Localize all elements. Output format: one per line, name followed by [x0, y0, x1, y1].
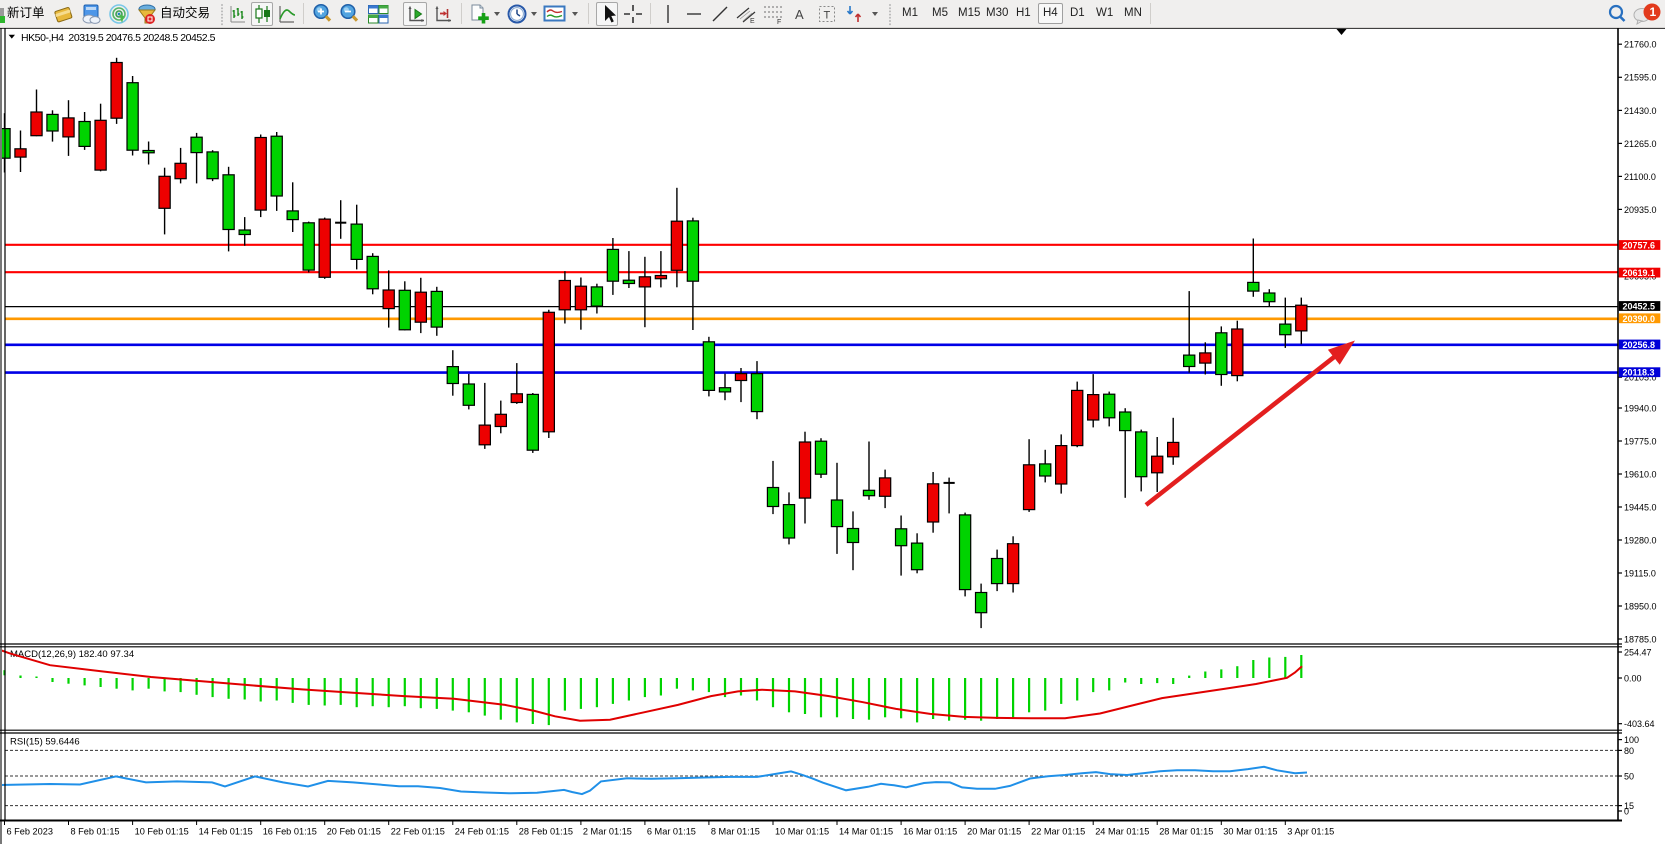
svg-text:21265.0: 21265.0: [1624, 139, 1657, 149]
svg-text:F: F: [777, 19, 781, 26]
svg-text:254.47: 254.47: [1624, 647, 1652, 657]
svg-text:8 Mar 01:15: 8 Mar 01:15: [711, 827, 760, 837]
svg-text:20619.1: 20619.1: [1623, 268, 1656, 278]
svg-text:19940.0: 19940.0: [1624, 403, 1657, 413]
svg-text:16 Feb 01:15: 16 Feb 01:15: [263, 827, 317, 837]
svg-text:20256.8: 20256.8: [1623, 340, 1656, 350]
svg-text:21760.0: 21760.0: [1624, 40, 1657, 50]
svg-text:19775.0: 19775.0: [1624, 436, 1657, 446]
svg-text:20 Mar 01:15: 20 Mar 01:15: [967, 827, 1021, 837]
svg-text:1: 1: [1650, 5, 1657, 19]
svg-text:A: A: [795, 7, 804, 22]
svg-text:0: 0: [1624, 806, 1629, 816]
svg-text:24 Feb 01:15: 24 Feb 01:15: [455, 827, 509, 837]
svg-text:21595.0: 21595.0: [1624, 73, 1657, 83]
svg-text:21430.0: 21430.0: [1624, 106, 1657, 116]
svg-text:80: 80: [1624, 746, 1634, 756]
svg-text:20390.0: 20390.0: [1623, 314, 1656, 324]
svg-text:20757.6: 20757.6: [1623, 241, 1656, 251]
svg-text:MACD(12,26,9) 182.40 97.34: MACD(12,26,9) 182.40 97.34: [10, 649, 134, 660]
svg-text:100: 100: [1624, 735, 1639, 745]
svg-text:T: T: [824, 10, 831, 22]
svg-text:20 Feb 01:15: 20 Feb 01:15: [327, 827, 381, 837]
svg-text:18785.0: 18785.0: [1624, 634, 1657, 644]
svg-text:-403.64: -403.64: [1624, 719, 1655, 729]
svg-text:22 Mar 01:15: 22 Mar 01:15: [1031, 827, 1085, 837]
svg-text:19115.0: 19115.0: [1624, 568, 1656, 578]
svg-text:E: E: [750, 18, 755, 25]
svg-text:15: 15: [1624, 801, 1634, 811]
svg-text:19610.0: 19610.0: [1624, 469, 1657, 479]
svg-text:0.00: 0.00: [1624, 673, 1642, 683]
svg-text:14 Mar 01:15: 14 Mar 01:15: [839, 827, 893, 837]
svg-text:20452.5: 20452.5: [1623, 302, 1656, 312]
svg-text:16 Mar 01:15: 16 Mar 01:15: [903, 827, 957, 837]
svg-text:6 Mar 01:15: 6 Mar 01:15: [647, 827, 696, 837]
svg-text:24 Mar 01:15: 24 Mar 01:15: [1095, 827, 1149, 837]
svg-text:14 Feb 01:15: 14 Feb 01:15: [199, 827, 253, 837]
svg-text:3 Apr 01:15: 3 Apr 01:15: [1287, 827, 1334, 837]
svg-text:50: 50: [1624, 771, 1634, 781]
svg-text:19445.0: 19445.0: [1624, 502, 1657, 512]
svg-text:28 Feb 01:15: 28 Feb 01:15: [519, 827, 573, 837]
svg-text:RSI(15) 59.6446: RSI(15) 59.6446: [10, 737, 80, 748]
svg-text:10 Mar 01:15: 10 Mar 01:15: [775, 827, 829, 837]
svg-text:6 Feb 2023: 6 Feb 2023: [7, 827, 54, 837]
svg-text:30 Mar 01:15: 30 Mar 01:15: [1223, 827, 1277, 837]
svg-text:8 Feb 01:15: 8 Feb 01:15: [71, 827, 120, 837]
svg-text:22 Feb 01:15: 22 Feb 01:15: [391, 827, 445, 837]
svg-text:19280.0: 19280.0: [1624, 535, 1657, 545]
svg-text:28 Mar 01:15: 28 Mar 01:15: [1159, 827, 1213, 837]
svg-text:20935.0: 20935.0: [1624, 205, 1657, 215]
svg-text:2 Mar 01:15: 2 Mar 01:15: [583, 827, 632, 837]
svg-text:18950.0: 18950.0: [1624, 601, 1657, 611]
svg-text:20118.3: 20118.3: [1623, 368, 1655, 378]
svg-text:20105.0: 20105.0: [1624, 373, 1657, 383]
svg-text:HK50-,H4 20319.5 20476.5 2024: HK50-,H4 20319.5 20476.5 20248.5 20452.5: [21, 32, 216, 44]
svg-text:10 Feb 01:15: 10 Feb 01:15: [135, 827, 189, 837]
svg-text:21100.0: 21100.0: [1624, 172, 1656, 182]
